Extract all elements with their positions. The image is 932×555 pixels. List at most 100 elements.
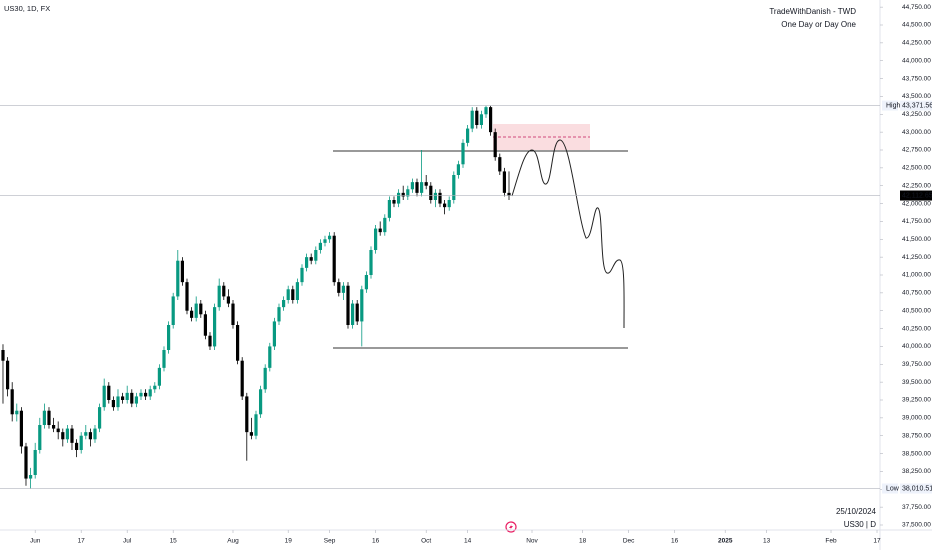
- candle-body: [5, 360, 10, 390]
- candle-body: [70, 428, 74, 443]
- candle-body: [364, 275, 368, 290]
- candle-body: [240, 360, 244, 397]
- candle-body: [125, 392, 129, 400]
- candle-body: [97, 407, 102, 429]
- y-tick-label: 43,250.00: [902, 111, 931, 118]
- candle-body: [33, 450, 37, 475]
- candle-body: [24, 446, 28, 479]
- candle-body: [212, 307, 217, 347]
- candle-body: [116, 396, 120, 408]
- x-tick-label: Jul: [123, 538, 132, 545]
- candle-body: [176, 260, 180, 297]
- candle-body: [443, 203, 447, 208]
- candle-body: [189, 310, 194, 318]
- author: TradeWithDanish - TWD: [769, 7, 856, 16]
- candle-body: [507, 192, 511, 196]
- last-price-box: [900, 190, 932, 201]
- candle-body: [341, 285, 345, 293]
- subtitle: One Day or Day One: [781, 20, 856, 29]
- candle-body: [107, 385, 111, 400]
- chart-title: US30, 1D, FX: [4, 4, 50, 13]
- y-tick-label: 41,250.00: [902, 254, 931, 261]
- candle-body: [79, 435, 83, 450]
- last-price-label: 42,112.65: [902, 192, 932, 199]
- y-tick-label: 38,500.00: [902, 450, 931, 457]
- x-tick-label: Feb: [825, 538, 837, 545]
- candle-body: [157, 367, 161, 386]
- candle-body: [419, 182, 424, 193]
- y-tick-label: 42,250.00: [902, 182, 931, 189]
- x-tick-label: Jun: [30, 538, 41, 545]
- candle-body: [346, 285, 350, 325]
- candle-body: [194, 303, 198, 318]
- y-tick-label: 43,750.00: [902, 75, 931, 82]
- y-tick-label: 42,000.00: [902, 200, 931, 207]
- x-tick-label: Aug: [227, 538, 239, 545]
- candle-body: [231, 303, 235, 325]
- x-tick-label: Dec: [623, 538, 635, 545]
- candle-body: [295, 282, 299, 300]
- candle-body: [268, 346, 272, 368]
- candle-body: [130, 392, 134, 404]
- projection-path: [511, 139, 625, 329]
- footer-date: 25/10/2024: [836, 507, 877, 516]
- candle-body: [309, 257, 313, 261]
- candle-body: [185, 282, 189, 311]
- candle-body: [369, 250, 373, 275]
- x-tick-label: 16: [372, 538, 380, 545]
- candle-body: [447, 200, 451, 208]
- logo-icon: [505, 521, 517, 533]
- candle-body: [318, 242, 322, 250]
- candle-body: [493, 132, 497, 158]
- candle-body: [120, 396, 125, 400]
- candle-body: [249, 432, 253, 436]
- candle-body: [15, 410, 19, 415]
- high-price-box: [900, 100, 932, 111]
- y-tick-label: 44,000.00: [902, 57, 931, 64]
- candle-body: [51, 425, 56, 429]
- candle-body: [498, 157, 502, 172]
- x-tick-label: 17: [873, 538, 881, 545]
- y-tick-label: 41,500.00: [902, 236, 931, 243]
- candle-body: [162, 350, 166, 368]
- y-tick-label: 38,250.00: [902, 468, 931, 475]
- candle-body: [148, 389, 152, 397]
- y-tick-label: 42,750.00: [902, 147, 931, 154]
- candle-body: [10, 389, 14, 415]
- candle-body: [383, 217, 387, 233]
- candle-body: [245, 396, 249, 433]
- candles: [1, 105, 511, 489]
- y-tick-label: 41,000.00: [902, 272, 931, 279]
- footer-symbol: US30 | D: [844, 520, 877, 529]
- x-tick-label: 19: [285, 538, 293, 545]
- candle-body: [286, 289, 290, 300]
- x-tick-label: 13: [763, 538, 771, 545]
- candle-body: [484, 107, 488, 115]
- y-tick-label: 40,250.00: [902, 325, 931, 332]
- candle-body: [323, 239, 327, 243]
- y-tick-label: 44,250.00: [902, 40, 931, 47]
- candle-body: [272, 321, 276, 347]
- candle-body: [489, 107, 493, 133]
- candle-body: [479, 114, 484, 125]
- x-tick-label: 16: [671, 538, 679, 545]
- candle-body: [466, 128, 470, 143]
- y-tick-label: 43,500.00: [902, 93, 931, 100]
- candle-body: [300, 267, 304, 283]
- x-tick-label: 17: [78, 538, 86, 545]
- candle-body: [199, 303, 203, 315]
- candle-body: [452, 175, 456, 200]
- y-tick-label: 42,500.00: [902, 165, 931, 172]
- candle-body: [74, 442, 79, 450]
- x-tick-label: Nov: [526, 538, 538, 545]
- candle-body: [332, 235, 336, 283]
- candle-body: [93, 428, 97, 440]
- y-tick-label: 39,250.00: [902, 397, 931, 404]
- candle-body: [28, 475, 33, 479]
- candle-body: [217, 285, 221, 308]
- y-tick-label: 39,500.00: [902, 379, 931, 386]
- y-tick-label: 40,000.00: [902, 343, 931, 350]
- x-tick-label: Sep: [324, 538, 336, 545]
